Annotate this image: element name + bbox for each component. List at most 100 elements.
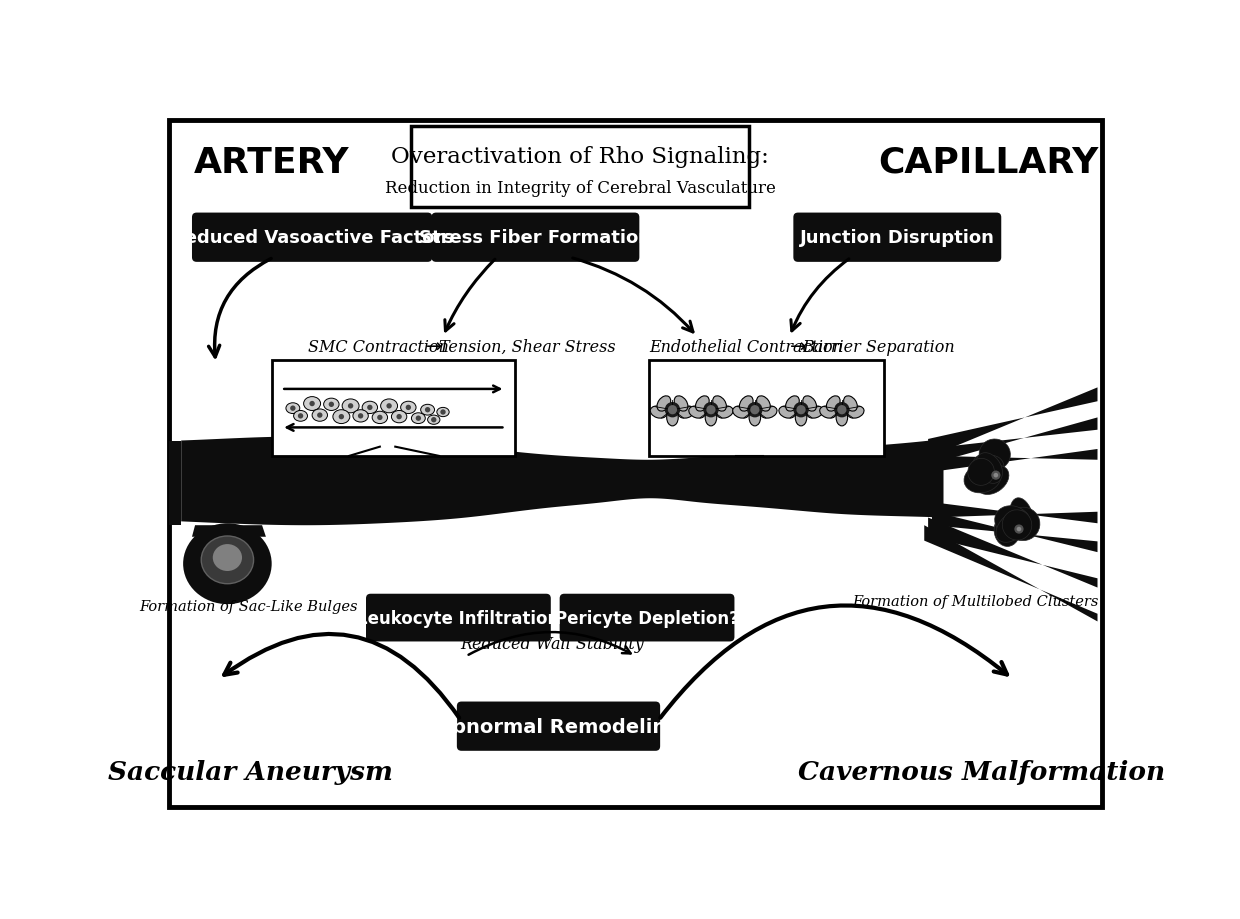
FancyBboxPatch shape bbox=[432, 213, 640, 263]
Circle shape bbox=[794, 403, 808, 418]
Ellipse shape bbox=[372, 412, 388, 424]
Text: Reduced Wall Stability: Reduced Wall Stability bbox=[460, 635, 645, 652]
Ellipse shape bbox=[184, 524, 272, 605]
Ellipse shape bbox=[968, 459, 994, 486]
FancyBboxPatch shape bbox=[456, 702, 660, 751]
Text: Junction Disruption: Junction Disruption bbox=[800, 229, 994, 247]
Ellipse shape bbox=[802, 396, 816, 412]
Circle shape bbox=[310, 402, 315, 407]
Circle shape bbox=[329, 403, 334, 407]
Circle shape bbox=[1017, 528, 1022, 532]
Ellipse shape bbox=[972, 455, 997, 483]
FancyBboxPatch shape bbox=[794, 213, 1001, 263]
FancyBboxPatch shape bbox=[410, 127, 749, 208]
Ellipse shape bbox=[795, 410, 807, 426]
Ellipse shape bbox=[420, 405, 434, 415]
Circle shape bbox=[440, 410, 445, 415]
Polygon shape bbox=[924, 526, 1097, 622]
Circle shape bbox=[339, 414, 343, 420]
Polygon shape bbox=[192, 526, 265, 538]
Ellipse shape bbox=[1009, 498, 1034, 538]
Ellipse shape bbox=[717, 406, 733, 419]
FancyBboxPatch shape bbox=[650, 360, 884, 457]
Ellipse shape bbox=[963, 464, 1001, 494]
Ellipse shape bbox=[977, 456, 1004, 480]
Circle shape bbox=[358, 414, 363, 419]
Ellipse shape bbox=[436, 408, 449, 417]
Ellipse shape bbox=[412, 414, 425, 424]
Ellipse shape bbox=[749, 410, 760, 426]
Ellipse shape bbox=[786, 396, 800, 412]
Ellipse shape bbox=[760, 406, 777, 419]
Polygon shape bbox=[932, 503, 1097, 524]
Ellipse shape bbox=[294, 411, 308, 422]
Text: Formation of Sac-Like Bulges: Formation of Sac-Like Bulges bbox=[140, 599, 358, 613]
Circle shape bbox=[387, 403, 392, 409]
Ellipse shape bbox=[1002, 510, 1032, 540]
Circle shape bbox=[425, 407, 430, 413]
Circle shape bbox=[405, 405, 410, 411]
Ellipse shape bbox=[733, 406, 749, 419]
Circle shape bbox=[991, 471, 1001, 481]
FancyBboxPatch shape bbox=[272, 360, 515, 457]
Ellipse shape bbox=[428, 415, 440, 425]
Circle shape bbox=[668, 405, 677, 414]
Circle shape bbox=[397, 414, 402, 420]
Circle shape bbox=[432, 417, 436, 423]
Ellipse shape bbox=[996, 511, 1029, 543]
Ellipse shape bbox=[304, 397, 321, 411]
Polygon shape bbox=[928, 388, 1097, 458]
Ellipse shape bbox=[678, 406, 694, 419]
Text: Overactivation of Rho Signaling:: Overactivation of Rho Signaling: bbox=[391, 145, 769, 167]
FancyBboxPatch shape bbox=[559, 594, 734, 641]
Text: CAPILLARY: CAPILLARY bbox=[878, 145, 1099, 179]
Ellipse shape bbox=[286, 403, 300, 414]
Ellipse shape bbox=[675, 396, 688, 412]
Text: Leukocyte Infiltration: Leukocyte Infiltration bbox=[357, 609, 559, 627]
Ellipse shape bbox=[980, 439, 1011, 471]
Ellipse shape bbox=[756, 396, 770, 412]
Text: →: → bbox=[790, 337, 806, 357]
Text: →: → bbox=[427, 337, 443, 357]
Text: ARTERY: ARTERY bbox=[195, 145, 350, 179]
Text: Formation of Multilobed Clusters: Formation of Multilobed Clusters bbox=[853, 594, 1099, 608]
Circle shape bbox=[703, 403, 719, 418]
Ellipse shape bbox=[657, 396, 671, 412]
Polygon shape bbox=[932, 418, 1097, 464]
Ellipse shape bbox=[381, 400, 398, 414]
Circle shape bbox=[1014, 525, 1023, 534]
Text: Endothelial Contraction: Endothelial Contraction bbox=[650, 339, 843, 356]
Polygon shape bbox=[928, 518, 1097, 588]
Text: Abnormal Remodeling: Abnormal Remodeling bbox=[436, 717, 680, 736]
Polygon shape bbox=[169, 441, 181, 526]
Ellipse shape bbox=[696, 396, 709, 412]
Polygon shape bbox=[932, 512, 1097, 552]
Circle shape bbox=[707, 405, 715, 414]
Ellipse shape bbox=[342, 400, 360, 414]
Circle shape bbox=[750, 405, 759, 414]
Circle shape bbox=[377, 415, 383, 421]
Ellipse shape bbox=[976, 453, 1002, 483]
FancyBboxPatch shape bbox=[169, 121, 1102, 807]
Ellipse shape bbox=[976, 466, 1009, 495]
Ellipse shape bbox=[312, 410, 327, 422]
Text: Reduced Vasoactive Factors: Reduced Vasoactive Factors bbox=[171, 229, 454, 247]
Ellipse shape bbox=[779, 406, 795, 419]
Circle shape bbox=[993, 473, 998, 478]
Text: SMC Contraction: SMC Contraction bbox=[309, 339, 449, 356]
Ellipse shape bbox=[1007, 507, 1040, 541]
Polygon shape bbox=[936, 449, 1097, 471]
Text: Cavernous Malformation: Cavernous Malformation bbox=[799, 759, 1166, 784]
Ellipse shape bbox=[836, 410, 848, 426]
FancyBboxPatch shape bbox=[366, 594, 551, 641]
Ellipse shape bbox=[392, 411, 407, 424]
Ellipse shape bbox=[201, 537, 254, 584]
Circle shape bbox=[835, 403, 849, 418]
Text: Stress Fiber Formation: Stress Fiber Formation bbox=[419, 229, 651, 247]
Ellipse shape bbox=[826, 396, 839, 412]
Text: Reduction in Integrity of Cerebral Vasculature: Reduction in Integrity of Cerebral Vascu… bbox=[384, 180, 775, 198]
Circle shape bbox=[290, 406, 295, 412]
Ellipse shape bbox=[401, 402, 417, 414]
Ellipse shape bbox=[667, 410, 678, 426]
Circle shape bbox=[317, 413, 322, 418]
